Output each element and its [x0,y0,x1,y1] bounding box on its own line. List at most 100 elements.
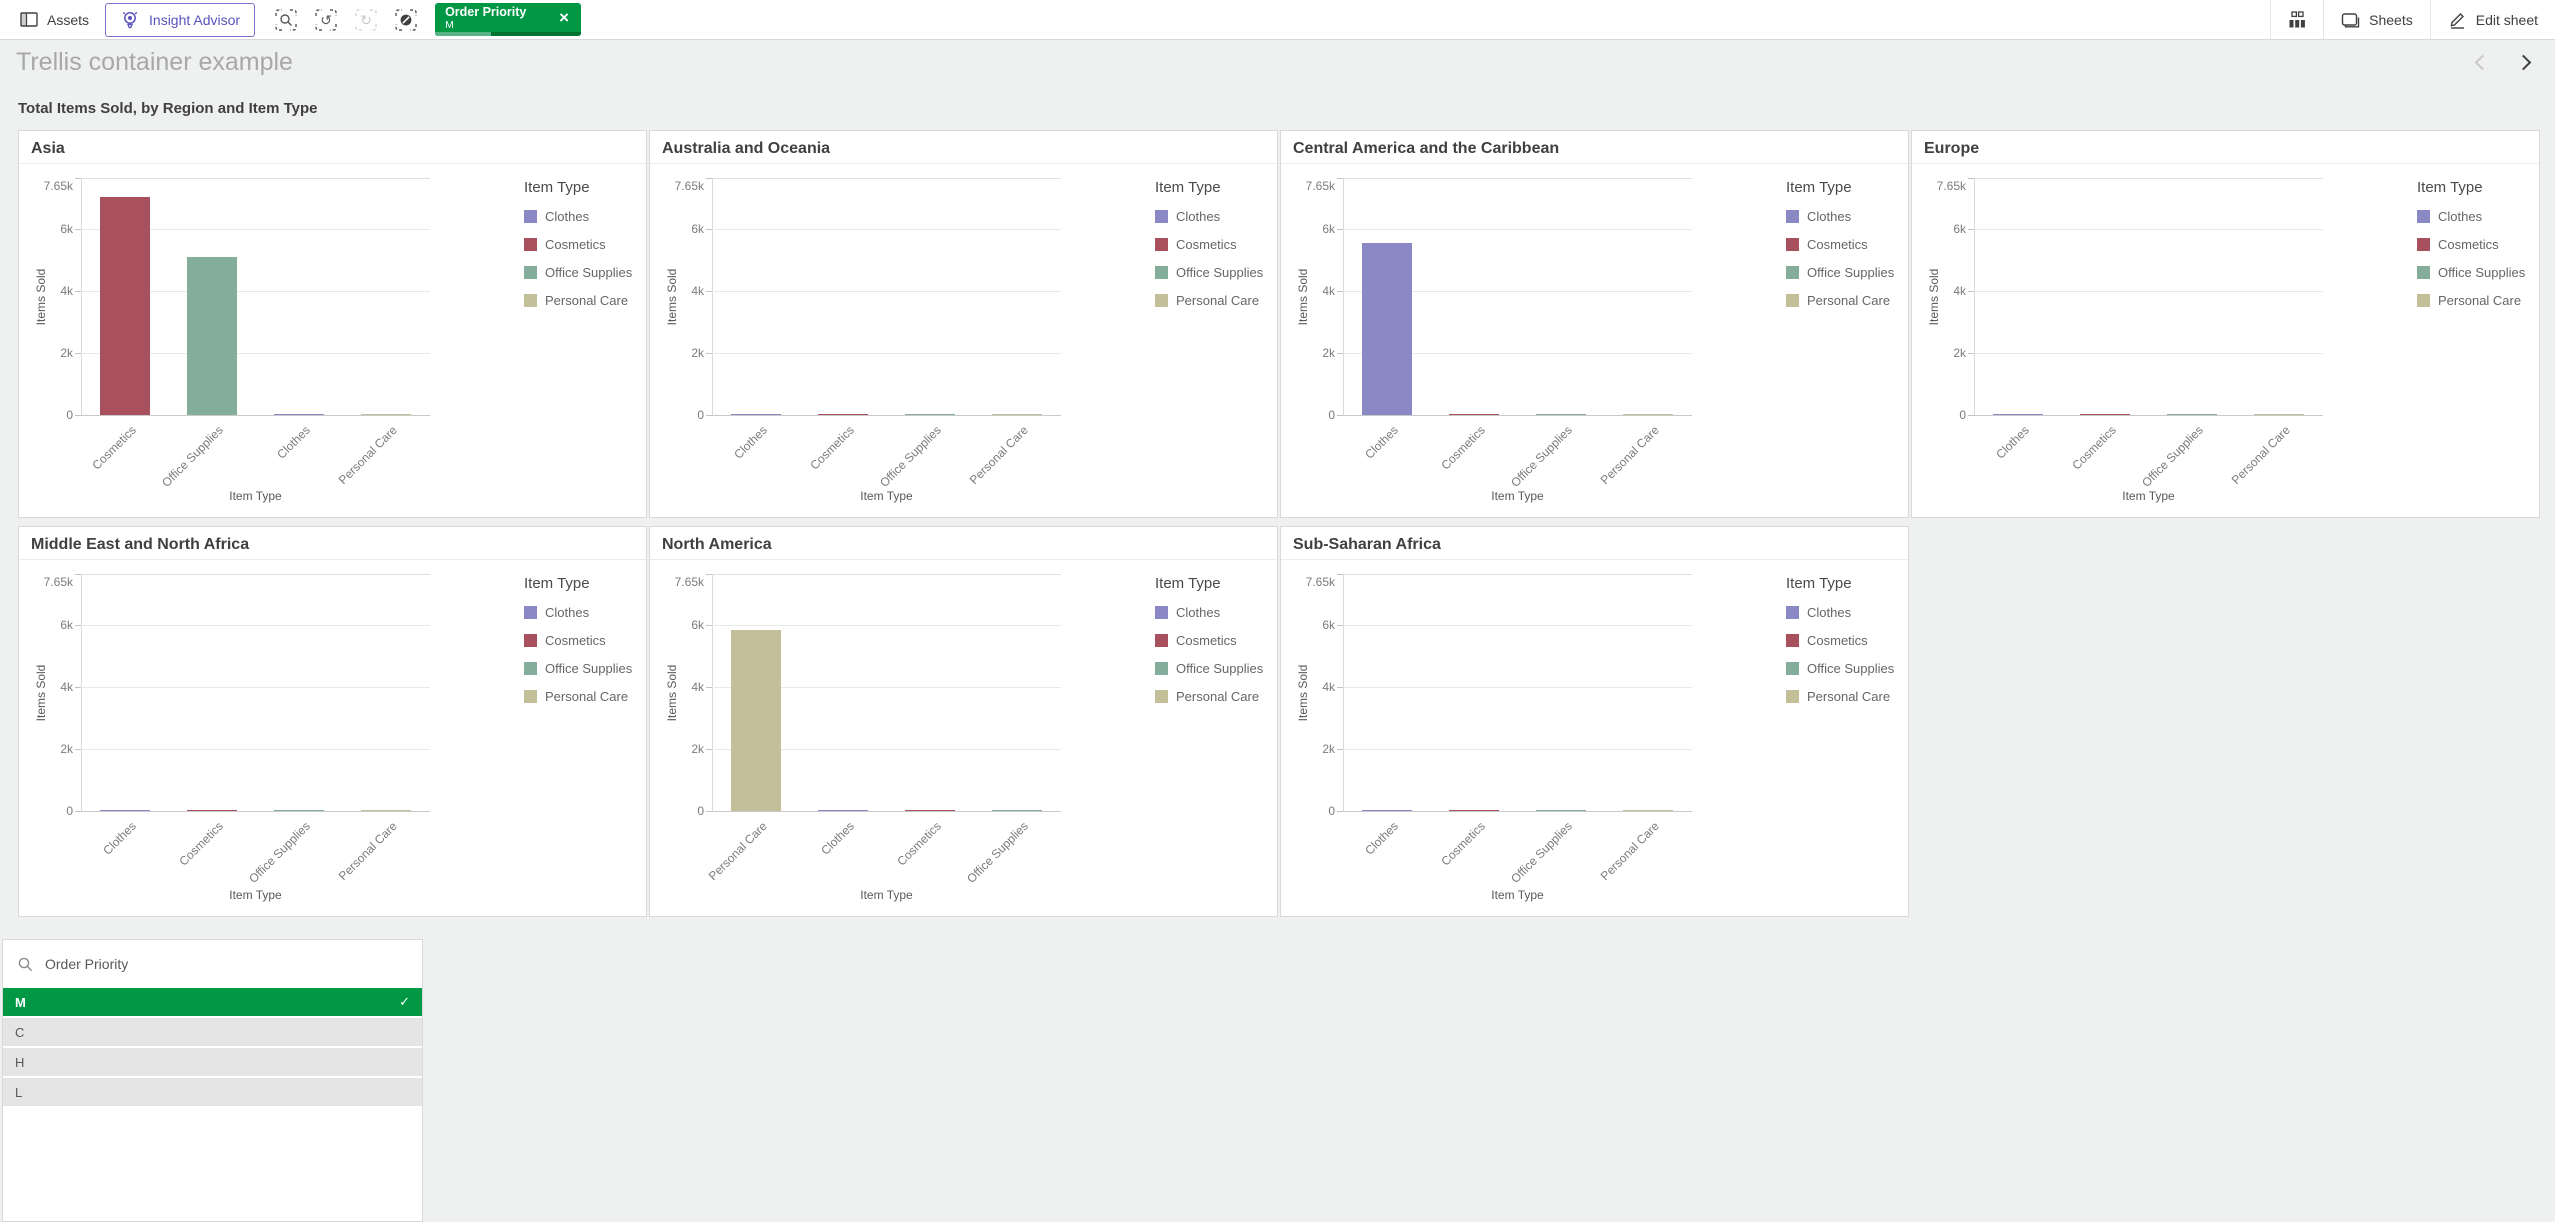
x-tick-label[interactable]: Cosmetics [2069,423,2119,473]
x-tick-label[interactable]: Personal Care [336,423,401,488]
next-sheet-icon[interactable] [2515,54,2532,70]
bar-office_supplies[interactable] [1536,413,1587,415]
x-tick-label[interactable]: Clothes [1992,423,2032,462]
x-tick-label[interactable]: Office Supplies [246,819,314,886]
legend-item-clothes[interactable]: Clothes [1155,209,1277,224]
undo-selection-icon[interactable]: ↺ [313,7,339,33]
bar-office_supplies[interactable] [2167,413,2218,415]
bar-personal_care[interactable] [1623,809,1674,811]
x-tick-label[interactable]: Cosmetics [89,423,139,473]
legend-item-personal_care[interactable]: Personal Care [1155,689,1277,704]
legend-item-clothes[interactable]: Clothes [2417,209,2539,224]
x-tick-label[interactable]: Clothes [1361,423,1401,462]
legend-item-office_supplies[interactable]: Office Supplies [2417,265,2539,280]
x-tick-label[interactable]: Clothes [818,819,857,858]
x-tick-label[interactable]: Cosmetics [176,819,226,869]
filter-value-C[interactable]: C [3,1018,422,1046]
x-tick-label[interactable]: Personal Care [1598,819,1663,884]
bar-personal_care[interactable] [1623,413,1674,415]
legend-item-clothes[interactable]: Clothes [524,209,646,224]
bar-personal_care[interactable] [2254,413,2305,415]
x-tick-label[interactable]: Clothes [1361,819,1401,858]
bar-clothes[interactable] [1361,809,1412,811]
x-tick-label[interactable]: Clothes [274,423,314,462]
bar-clothes[interactable] [817,809,868,811]
bar-clothes[interactable] [1992,413,2043,415]
x-tick-label[interactable]: Cosmetics [894,819,945,869]
x-tick-label[interactable]: Office Supplies [877,423,945,490]
x-tick-label[interactable]: Personal Care [967,423,1032,488]
legend-item-cosmetics[interactable]: Cosmetics [524,633,646,648]
legend-item-clothes[interactable]: Clothes [1786,605,1908,620]
bar-cosmetics[interactable] [905,809,956,811]
x-tick-label[interactable]: Office Supplies [1508,423,1576,490]
x-tick-label[interactable]: Clothes [730,423,770,462]
bar-cosmetics[interactable] [186,809,237,811]
bar-office_supplies[interactable] [992,809,1043,811]
x-tick-label[interactable]: Personal Care [2229,423,2294,488]
bar-personal_care[interactable] [730,629,781,811]
bar-office_supplies[interactable] [186,257,237,415]
bar-office_supplies[interactable] [1536,809,1587,811]
legend-item-personal_care[interactable]: Personal Care [1786,293,1908,308]
redo-selection-icon[interactable]: ↻ [353,7,379,33]
x-tick-label[interactable]: Office Supplies [158,423,226,490]
x-tick-label[interactable]: Cosmetics [1438,819,1488,869]
bar-cosmetics[interactable] [2079,413,2130,415]
x-tick-label[interactable]: Office Supplies [1508,819,1576,886]
bar-office_supplies[interactable] [905,413,956,415]
legend-item-clothes[interactable]: Clothes [1786,209,1908,224]
bar-personal_care[interactable] [361,809,412,811]
bar-cosmetics[interactable] [817,413,868,415]
legend-item-office_supplies[interactable]: Office Supplies [524,265,646,280]
x-tick-label[interactable]: Personal Care [1598,423,1663,488]
bar-personal_care[interactable] [992,413,1043,415]
assets-button[interactable]: Assets [10,0,99,39]
bar-clothes[interactable] [1361,243,1412,415]
legend-item-personal_care[interactable]: Personal Care [1786,689,1908,704]
legend-item-office_supplies[interactable]: Office Supplies [1786,265,1908,280]
legend-item-personal_care[interactable]: Personal Care [1155,293,1277,308]
bar-cosmetics[interactable] [1448,809,1499,811]
legend-item-office_supplies[interactable]: Office Supplies [524,661,646,676]
clear-selections-icon[interactable] [393,7,419,33]
x-tick-label[interactable]: Clothes [99,819,139,858]
legend-item-cosmetics[interactable]: Cosmetics [1786,633,1908,648]
bar-office_supplies[interactable] [274,809,325,811]
bar-cosmetics[interactable] [99,196,150,415]
legend-item-office_supplies[interactable]: Office Supplies [1155,265,1277,280]
x-tick-label[interactable]: Personal Care [336,819,401,884]
previous-sheet-icon[interactable] [2474,54,2491,70]
chip-close-icon[interactable]: × [559,8,570,27]
filter-value-H[interactable]: H [3,1048,422,1076]
bar-clothes[interactable] [274,413,325,415]
x-tick-label[interactable]: Personal Care [705,819,770,884]
legend-item-clothes[interactable]: Clothes [524,605,646,620]
selection-chip-order-priority[interactable]: Order Priority M × [435,3,582,36]
legend-item-cosmetics[interactable]: Cosmetics [524,237,646,252]
legend-item-cosmetics[interactable]: Cosmetics [1155,633,1277,648]
bar-clothes[interactable] [99,809,150,811]
filter-value-L[interactable]: L [3,1078,422,1106]
x-tick-label[interactable]: Cosmetics [807,423,857,473]
filterpane-header[interactable]: Order Priority [3,940,422,988]
legend-item-office_supplies[interactable]: Office Supplies [1155,661,1277,676]
legend-item-cosmetics[interactable]: Cosmetics [1786,237,1908,252]
legend-item-personal_care[interactable]: Personal Care [524,293,646,308]
x-tick-label[interactable]: Cosmetics [1438,423,1488,473]
search-selections-icon[interactable] [273,7,299,33]
legend-item-personal_care[interactable]: Personal Care [524,689,646,704]
legend-item-clothes[interactable]: Clothes [1155,605,1277,620]
legend-item-cosmetics[interactable]: Cosmetics [2417,237,2539,252]
legend-item-personal_care[interactable]: Personal Care [2417,293,2539,308]
sheets-button[interactable]: Sheets [2323,0,2430,39]
bar-personal_care[interactable] [361,413,412,415]
edit-sheet-button[interactable]: Edit sheet [2429,0,2555,39]
bar-clothes[interactable] [730,413,781,415]
legend-item-office_supplies[interactable]: Office Supplies [1786,661,1908,676]
bar-cosmetics[interactable] [1448,413,1499,415]
x-tick-label[interactable]: Office Supplies [2139,423,2207,490]
legend-item-cosmetics[interactable]: Cosmetics [1155,237,1277,252]
x-tick-label[interactable]: Office Supplies [964,819,1032,886]
filter-value-M[interactable]: M ✓ [3,988,422,1016]
